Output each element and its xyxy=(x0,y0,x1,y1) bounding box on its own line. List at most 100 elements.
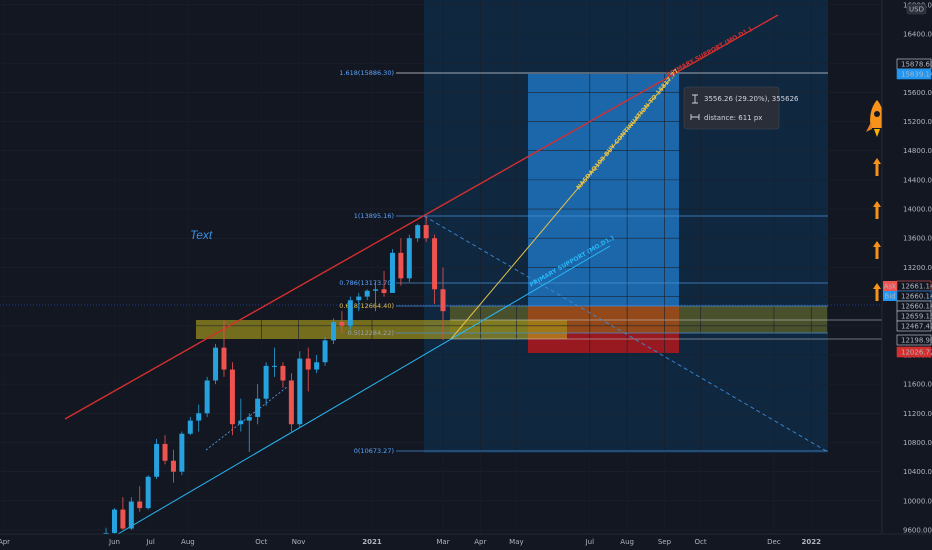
candle-body xyxy=(347,300,353,326)
up-arrow-icon-group xyxy=(873,158,881,301)
price-tag-box xyxy=(896,334,932,346)
ask-label: Ask xyxy=(884,283,897,291)
candlestick-series xyxy=(78,216,446,550)
fib-label: 0.5(12284.22) xyxy=(348,329,394,337)
fib-label: 0(10673.27) xyxy=(354,447,394,455)
candle-body xyxy=(381,289,387,293)
price-tick-label: 13200.00 xyxy=(903,264,932,272)
candle-body xyxy=(373,289,379,291)
primary-support-trendline[interactable] xyxy=(117,245,611,535)
time-tick-label: Mar xyxy=(436,538,449,546)
candle-body xyxy=(213,347,219,381)
price-tick-label: 10400.00 xyxy=(903,468,932,476)
fibonacci-retracement: 1.618(15886.30) 1(13895.16) 0.786(13173.70… xyxy=(339,69,828,455)
candle-body xyxy=(196,413,202,421)
time-tick-label: Jul xyxy=(585,538,595,546)
price-tag-value: 12661.14 xyxy=(901,283,932,291)
dotted-swing-line xyxy=(205,386,288,451)
fib-label: 1(13895.16) xyxy=(354,212,394,220)
candle-body xyxy=(297,358,303,425)
candle-body xyxy=(255,398,261,417)
measure-range-text: 3556.26 (29.20%), 355626 xyxy=(704,95,799,103)
price-tag-value: 12659.15 xyxy=(901,313,932,321)
candle-body xyxy=(415,225,421,239)
candle-body xyxy=(398,252,404,279)
candle-body xyxy=(288,380,294,425)
candle-body xyxy=(389,252,395,293)
up-arrow-icon xyxy=(873,283,881,301)
candle-body xyxy=(423,225,429,239)
candle-body xyxy=(330,322,336,341)
currency-label: USD xyxy=(909,6,924,14)
time-tick-label: Aug xyxy=(620,538,634,546)
candle-body xyxy=(364,290,370,297)
candle-body xyxy=(120,509,126,529)
candle-body xyxy=(432,238,438,290)
candle-body xyxy=(322,340,328,363)
time-axis-ticks: Apr Jun Jul Aug Oct Nov 2021 Mar Apr May Jul Aug Sep… xyxy=(0,538,821,546)
time-axis[interactable] xyxy=(0,534,932,550)
currency-badge[interactable]: USD xyxy=(906,3,927,15)
price-tag-value: 15878.60 xyxy=(901,61,932,69)
candle-body xyxy=(246,416,252,421)
price-tick-label: 14400.00 xyxy=(903,176,932,184)
measure-range-icon xyxy=(692,94,698,104)
time-tick-label: Apr xyxy=(0,538,10,546)
time-tick-label: May xyxy=(509,538,523,546)
candle-body xyxy=(154,443,160,477)
price-tag-box xyxy=(896,68,932,80)
price-tag-box xyxy=(896,320,932,332)
time-tick-label: 2021 xyxy=(362,538,382,546)
candle-body xyxy=(145,476,151,509)
price-tag-box xyxy=(896,346,932,358)
candle-body xyxy=(314,362,320,370)
candle-body xyxy=(406,238,412,279)
candle-body xyxy=(440,289,446,312)
price-axis[interactable] xyxy=(882,0,932,534)
price-tick-label: 10800.00 xyxy=(903,439,932,447)
price-tick-label: 13600.00 xyxy=(903,235,932,243)
price-tick-label: 9600.00 xyxy=(903,527,932,535)
projection-trendline[interactable] xyxy=(450,78,671,340)
candle-body xyxy=(179,433,185,472)
up-arrow-icon xyxy=(873,201,881,219)
price-tag-value: 15839.14 xyxy=(901,71,932,79)
price-tick-label: 14800.00 xyxy=(903,147,932,155)
time-tick-label: Oct xyxy=(255,538,267,546)
candle-body xyxy=(221,347,227,370)
price-tick-label: 11200.00 xyxy=(903,410,932,418)
time-tick-label: Apr xyxy=(474,538,486,546)
candle-body xyxy=(356,296,362,301)
bid-badge xyxy=(883,291,897,301)
price-tick-label: 11600.00 xyxy=(903,381,932,389)
ask-badge xyxy=(883,281,897,291)
fib-label: 0.786(13173.70) xyxy=(339,279,394,287)
price-tags: 15878.60 15839.14 Ask 12661.14 Bid 12660.14 12… xyxy=(883,58,932,358)
candle-body xyxy=(170,460,176,472)
price-tag-value: 12026.72 xyxy=(901,349,932,357)
price-tick-label: 14000.00 xyxy=(903,206,932,214)
candle-body xyxy=(272,365,278,367)
primary-resistance-trendline[interactable] xyxy=(64,14,779,420)
measure-distance-icon xyxy=(690,114,700,120)
price-tick-label: 10000.00 xyxy=(903,497,932,505)
demand-zone xyxy=(196,320,567,339)
bid-label: Bid xyxy=(884,293,895,301)
chart-note-text[interactable]: Text xyxy=(190,228,213,242)
candle-body xyxy=(238,420,244,425)
entry-zone xyxy=(450,306,827,333)
candle-body xyxy=(162,443,168,461)
fib-label: 1.618(15886.30) xyxy=(339,69,394,77)
measure-tooltip: 3556.26 (29.20%), 355626 distance: 611 p… xyxy=(683,86,799,130)
candle-body xyxy=(111,509,117,533)
price-tag-value: 12660.14 xyxy=(901,293,932,301)
fib-label: 0.618(12664.40) xyxy=(339,302,394,310)
up-arrow-icon xyxy=(873,241,881,259)
time-tick-label: Dec xyxy=(767,538,781,546)
time-tick-label: Jul xyxy=(145,538,155,546)
price-tag-value: 12660.14 xyxy=(901,303,932,311)
up-arrow-icon xyxy=(873,158,881,176)
time-tick-label: Jun xyxy=(108,538,120,546)
dashed-decline-line[interactable] xyxy=(423,215,829,453)
